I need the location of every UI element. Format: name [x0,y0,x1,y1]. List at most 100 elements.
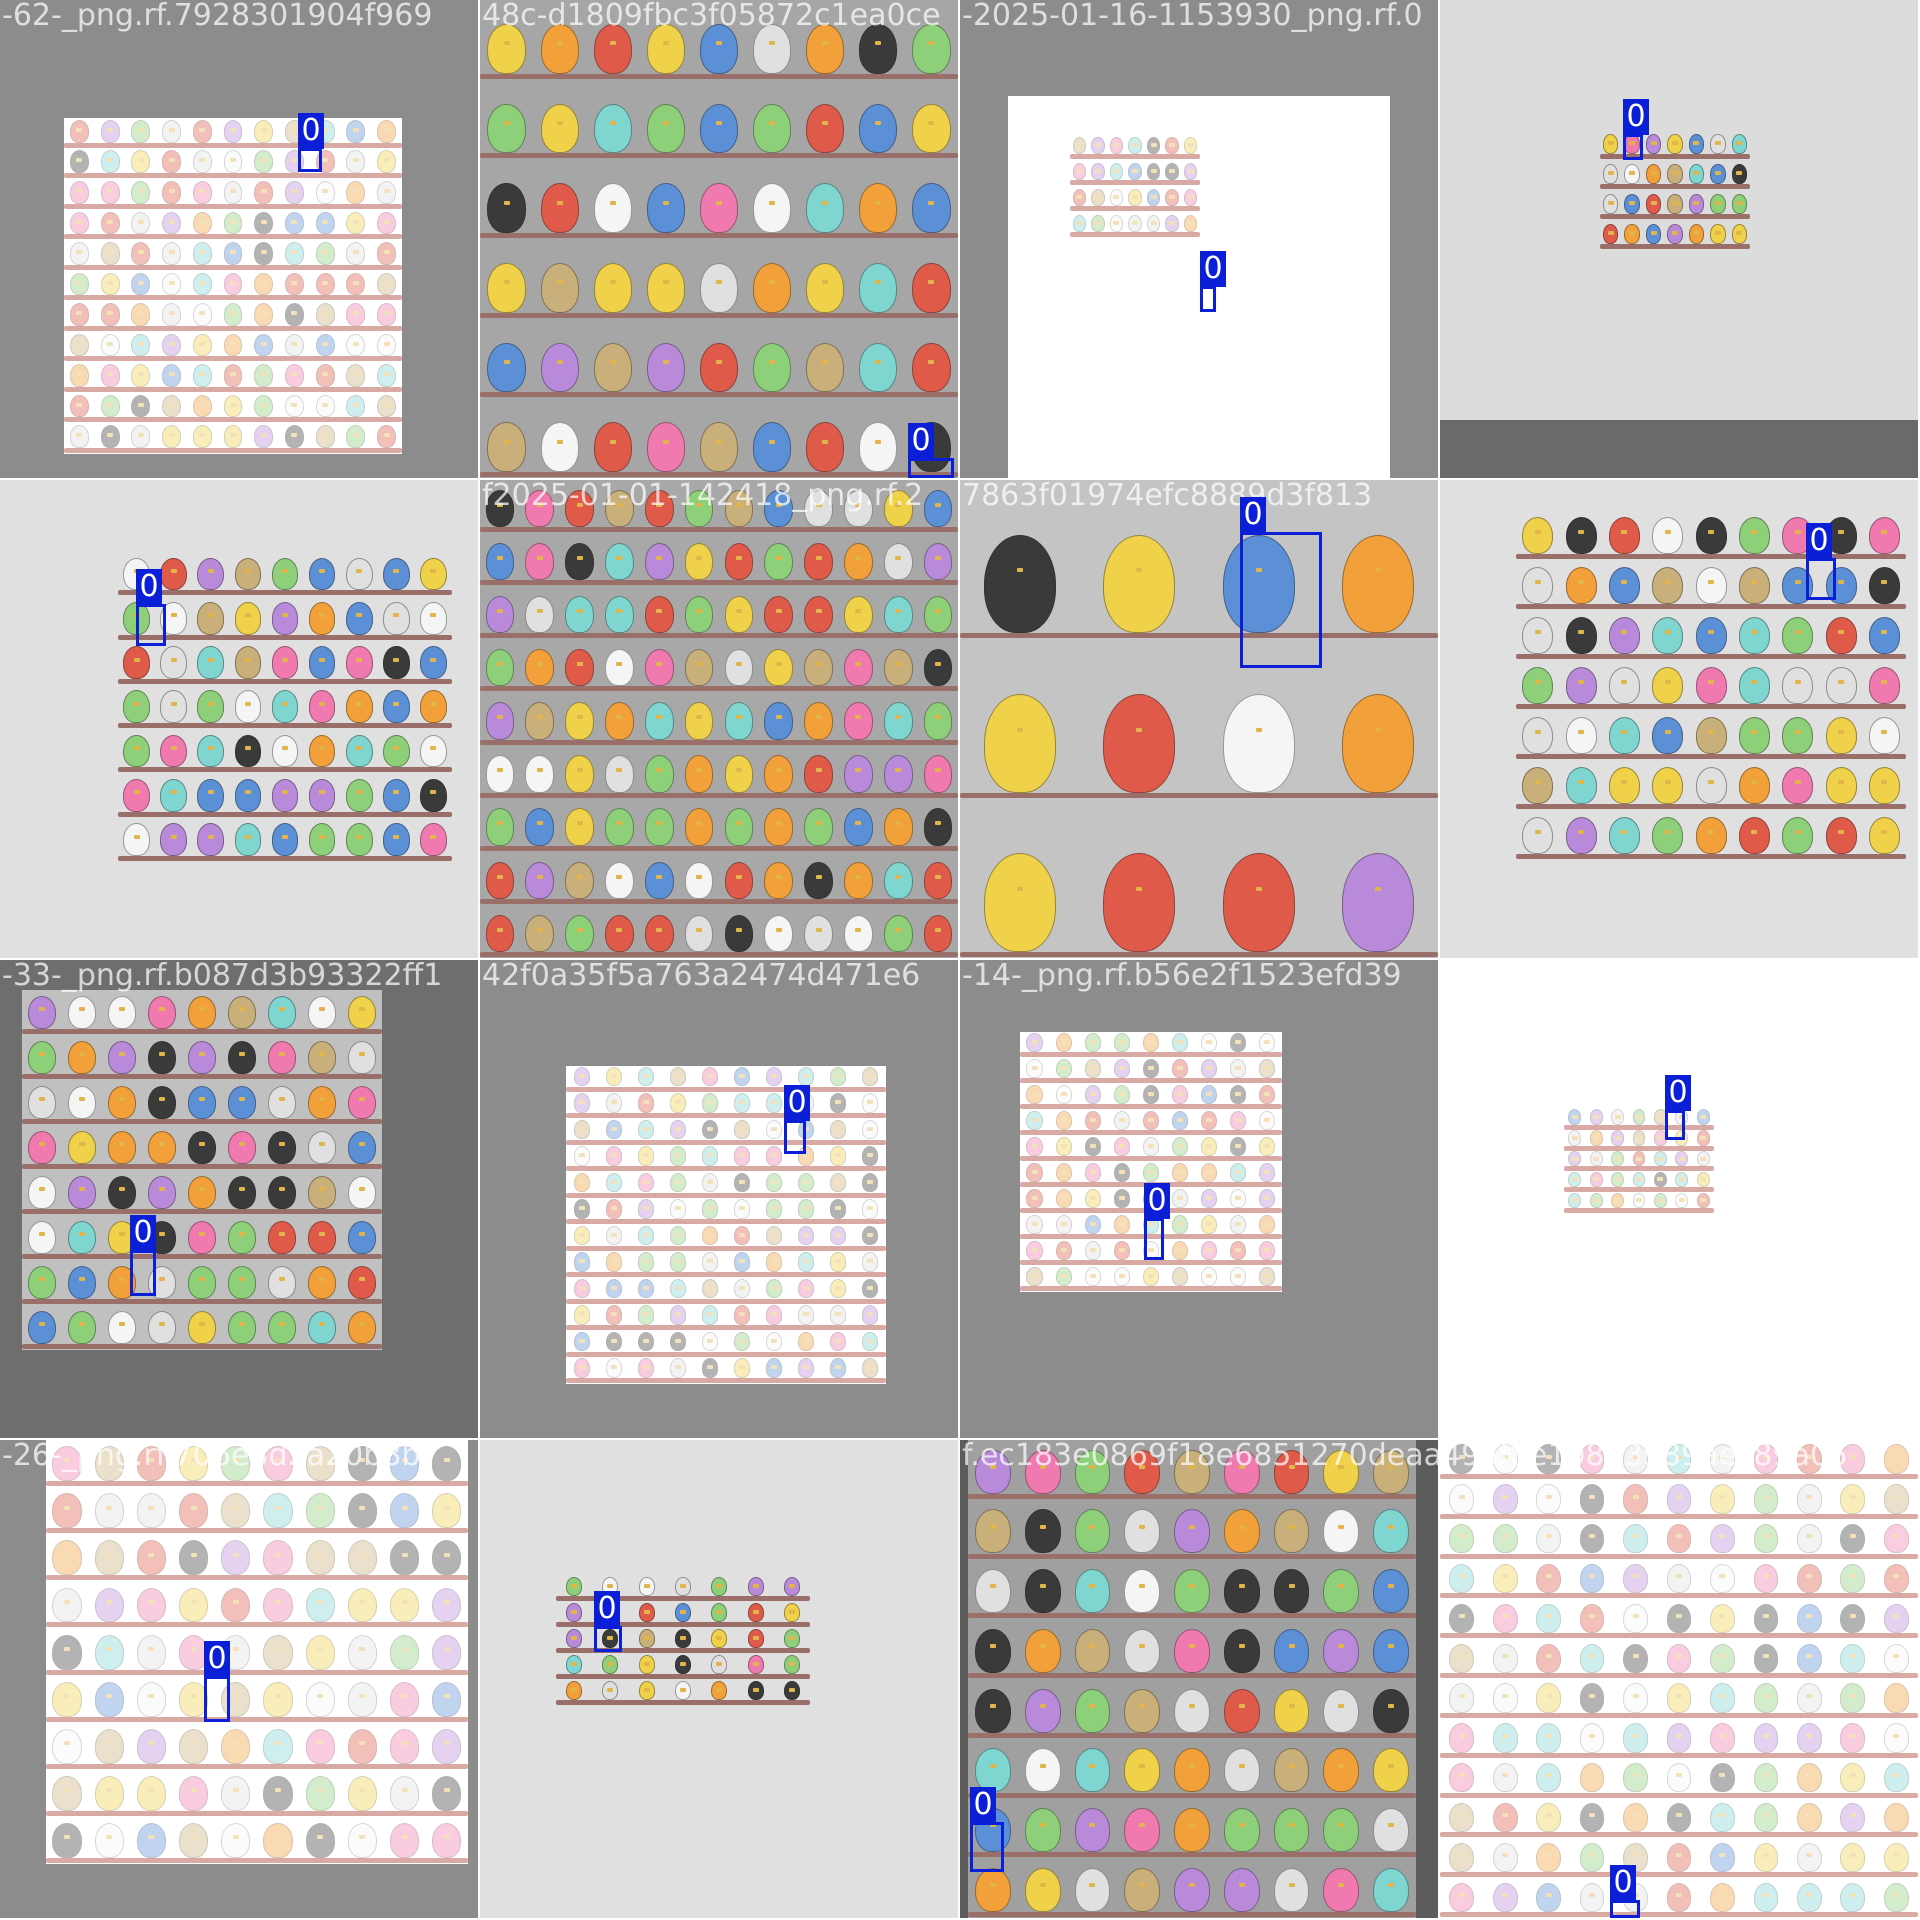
duck-figurine [346,211,366,235]
duck-figurine [1883,1802,1909,1833]
duck-figurine [1840,1802,1866,1833]
duck-figurine [192,150,212,174]
shelf [1440,1553,1918,1559]
duck-figurine [1883,1723,1909,1753]
duck-figurine [1797,1484,1822,1514]
duck-figurine [765,1358,783,1378]
duck-figurine [148,1130,176,1164]
shelf [46,1528,468,1534]
shelf [1564,1166,1714,1172]
duck-figurine [637,1305,655,1325]
duck-figurine [1174,1748,1210,1793]
duck-figurine [593,103,632,154]
duck-figurine [263,1493,293,1529]
duck-figurine [861,1119,879,1140]
duck-figurine [644,914,674,952]
duck-figurine [136,1728,167,1764]
duck-figurine [765,1225,783,1246]
duck-figurine [1666,1723,1692,1753]
duck-figurine [234,646,262,679]
duck-figurine [605,702,634,740]
duck-figurine [308,734,336,768]
duck-figurine [162,303,181,326]
duck-figurine [347,1540,378,1576]
duck-figurine [1883,1683,1909,1713]
duck-figurine [1373,1688,1410,1733]
duck-figurine [131,242,151,265]
source-image [22,990,382,1350]
duck-figurine [377,364,397,387]
duck-figurine [69,364,89,387]
duck-figurine [923,914,953,952]
duck-figurine [912,23,951,74]
duck-figurine [108,1130,136,1164]
duck-figurine [69,272,89,296]
duck-figurine [1565,517,1597,554]
duck-figurine [52,1446,82,1482]
shelf [22,1119,382,1124]
duck-figurine [28,1310,56,1344]
duck-figurine [69,181,89,204]
duck-figurine [1565,767,1597,804]
shelf [480,580,958,586]
shelf [22,1254,382,1259]
duck-figurine [1753,1842,1779,1873]
duck-figurine [221,1493,251,1529]
duck-figurine [1373,1867,1410,1912]
duck-figurine [346,425,366,448]
mosaic-tile: 0 [1440,480,1918,958]
duck-figurine [637,1119,655,1140]
shelf [566,1219,886,1224]
duck-figurine [1825,667,1857,704]
duck-figurine [1738,667,1770,704]
duck-figurine [420,690,447,724]
duck-figurine [573,1225,591,1246]
duck-figurine [1797,1603,1822,1634]
duck-figurine [1201,1214,1218,1234]
duck-figurine [268,995,296,1029]
shelf [118,590,452,596]
duck-figurine [1259,1032,1276,1052]
duck-figurine [420,646,447,679]
duck-figurine [573,1252,591,1272]
duck-figurine [644,861,674,899]
duck-figurine [646,23,685,74]
duck-figurine [1259,1110,1276,1130]
duck-figurine [733,1278,751,1299]
duck-figurine [315,303,335,326]
duck-figurine [1492,1563,1518,1594]
duck-figurine [390,1540,420,1576]
duck-figurine [1868,717,1900,754]
duck-figurine [223,242,243,265]
duck-figurine [1623,1643,1648,1673]
shelf [1440,1752,1918,1758]
mosaic-tile: 7863f01974efc8889d3f813 0 [960,480,1438,958]
duck-figurine [1024,1569,1061,1614]
duck-figurine [593,23,632,74]
duck-figurine [565,542,594,581]
duck-figurine [1731,223,1747,244]
duck-figurine [1568,1109,1582,1125]
duck-figurine [669,1278,687,1299]
duck-figurine [638,1628,655,1648]
duck-figurine [1652,717,1684,754]
duck-figurine [1688,163,1705,184]
duck-figurine [390,1823,420,1858]
duck-figurine [69,333,89,357]
duck-figurine [382,646,410,679]
duck-figurine [974,1628,1011,1673]
duck-figurine [1695,717,1727,754]
duck-figurine [674,1576,692,1596]
shelf [1440,1633,1918,1639]
class-label: 0 [1623,99,1649,135]
duck-figurine [228,1175,256,1209]
shelf [46,1810,468,1816]
duck-figurine [1174,1628,1210,1673]
duck-figurine [234,823,262,856]
duck-figurine [305,1728,335,1764]
shelf [22,1344,382,1349]
mosaic-tile: 0 [480,1440,958,1918]
duck-figurine [701,1225,719,1246]
duck-figurine [345,778,373,812]
duck-figurine [1840,1683,1866,1713]
